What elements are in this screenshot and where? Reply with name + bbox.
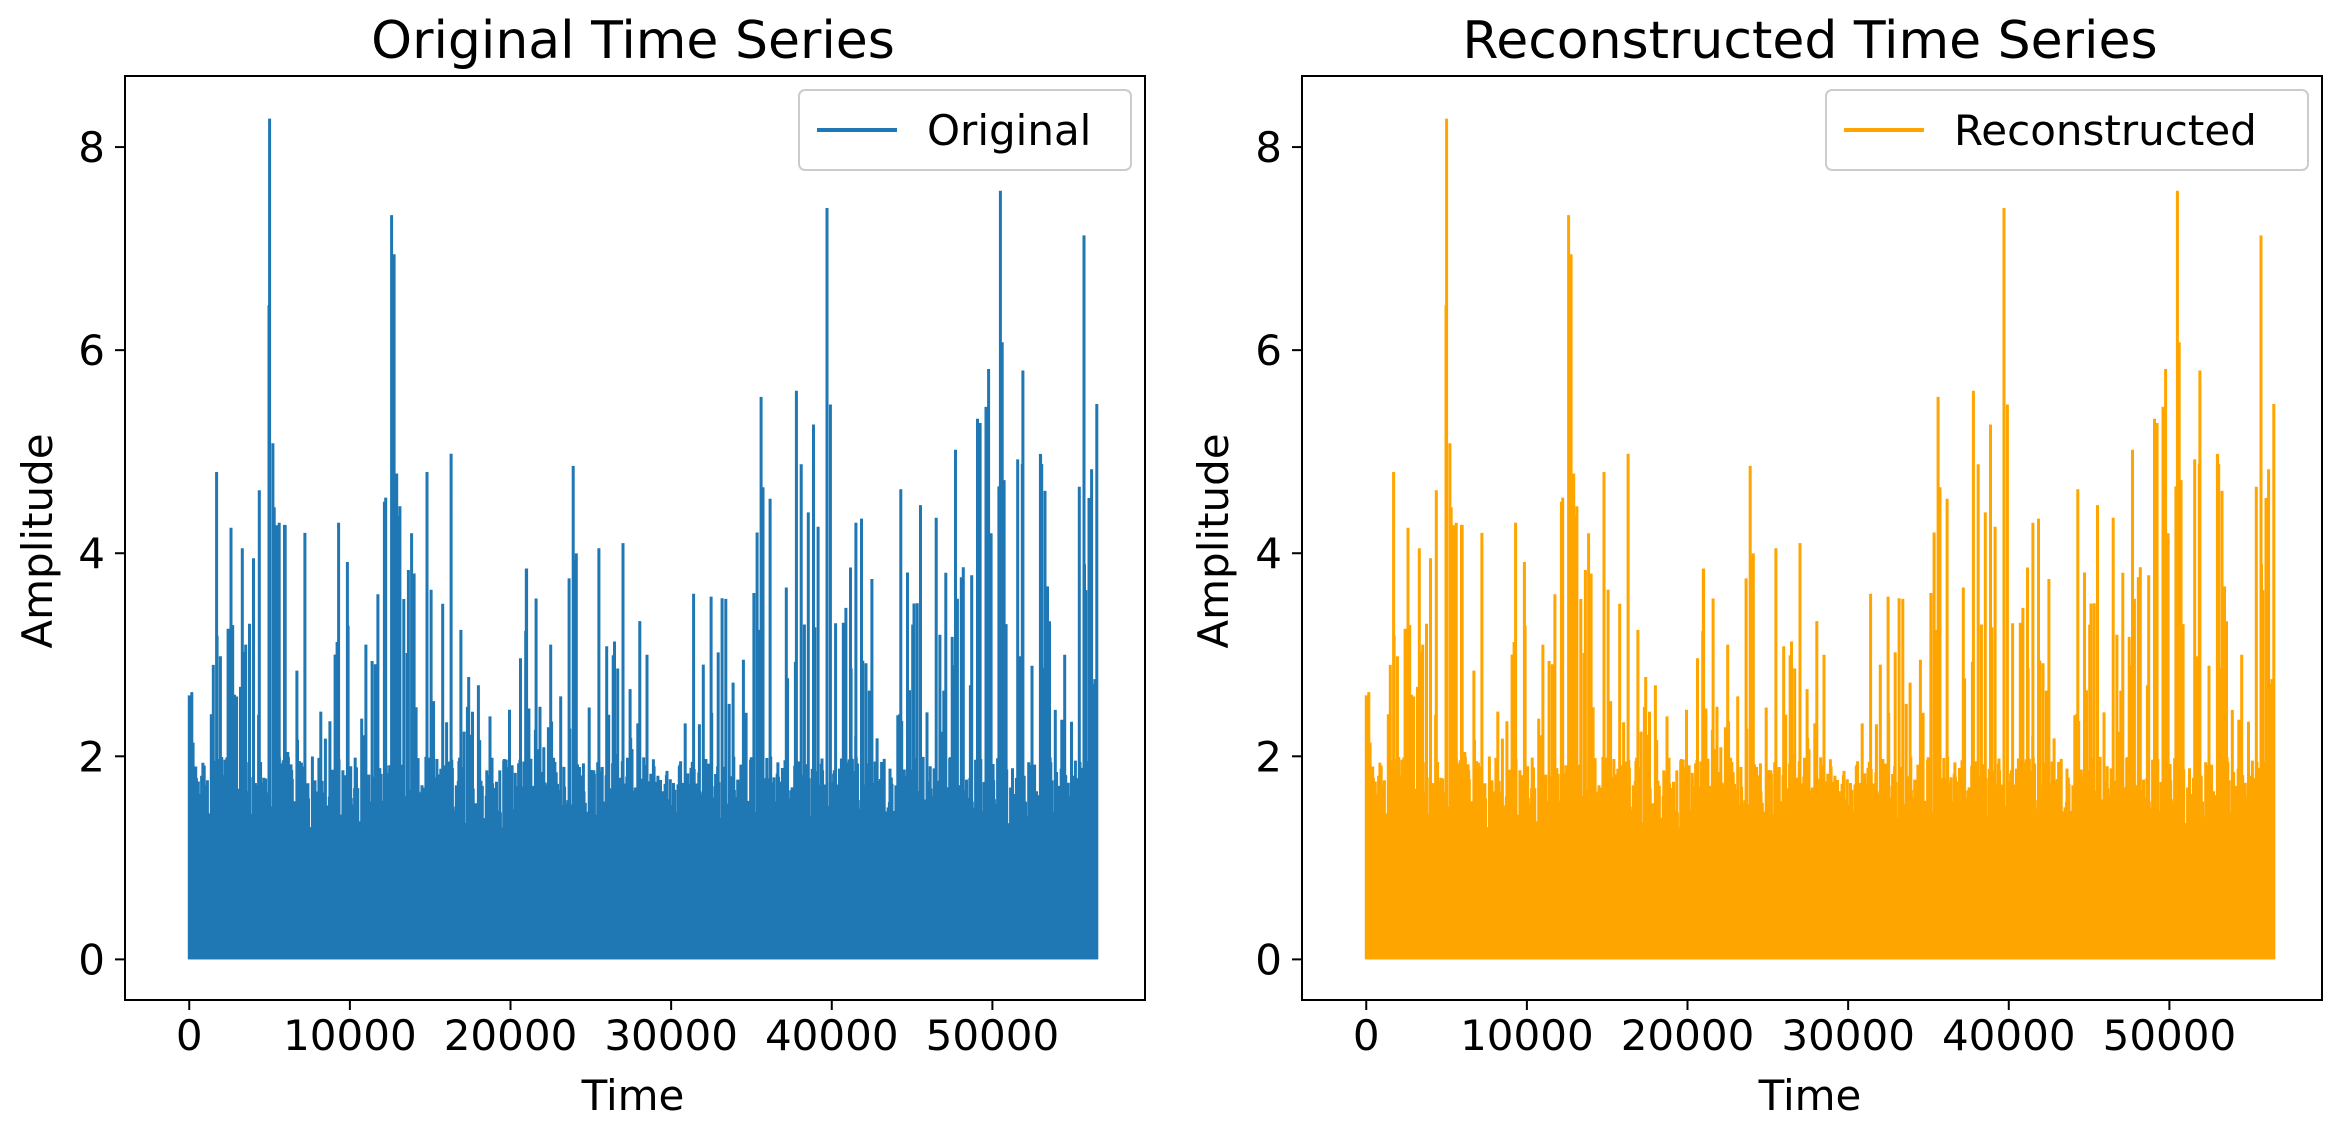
y-tick-label: 4 bbox=[1255, 529, 1282, 578]
series-line-original bbox=[187, 118, 1099, 960]
y-axis-label-reconstructed: Amplitude bbox=[1189, 433, 1238, 648]
y-tick-label: 0 bbox=[78, 935, 105, 984]
y-tick-label: 8 bbox=[78, 123, 105, 172]
x-tick-label: 20000 bbox=[1621, 1011, 1755, 1060]
y-tick-label: 0 bbox=[1255, 935, 1282, 984]
y-tick-label: 8 bbox=[1255, 123, 1282, 172]
y-tick-label: 6 bbox=[1255, 326, 1282, 375]
x-axis-label-reconstructed: Time bbox=[1758, 1071, 1862, 1120]
x-tick-label: 40000 bbox=[765, 1011, 899, 1060]
x-tick-label: 30000 bbox=[1781, 1011, 1915, 1060]
legend-box bbox=[798, 89, 1132, 171]
legend-original: Original bbox=[798, 89, 1132, 171]
legend-label: Reconstructed bbox=[1954, 106, 2257, 155]
x-tick-label: 10000 bbox=[283, 1011, 417, 1060]
plot-area-original: 0 10000 20000 30000 40000 50000 0 2 4 6 8 Original bbox=[78, 75, 1146, 1060]
legend-label: Original bbox=[927, 106, 1091, 155]
x-tick-label: 30000 bbox=[604, 1011, 738, 1060]
x-tick-label: 40000 bbox=[1942, 1011, 2076, 1060]
axes-frame-original bbox=[124, 75, 1146, 1001]
plot-area-reconstructed: 0 10000 20000 30000 40000 50000 0 2 4 6 8 Reconstru… bbox=[1255, 75, 2323, 1060]
y-tick-label: 2 bbox=[1255, 732, 1282, 781]
y-axis-label-original: Amplitude bbox=[13, 433, 62, 648]
legend-box bbox=[1825, 89, 2309, 171]
x-tick-label: 50000 bbox=[926, 1011, 1060, 1060]
chart-reconstructed: Reconstructed Time Series Time Amplitude… bbox=[1189, 11, 2323, 1120]
series-line-reconstructed bbox=[1364, 118, 2276, 960]
x-axis-label-original: Time bbox=[581, 1071, 685, 1120]
axes-frame-reconstructed bbox=[1301, 75, 2323, 1001]
legend-reconstructed: Reconstructed bbox=[1825, 89, 2309, 171]
y-tick-label: 4 bbox=[78, 529, 105, 578]
y-tick-label: 2 bbox=[78, 732, 105, 781]
y-tick-label: 6 bbox=[78, 326, 105, 375]
x-tick-label: 10000 bbox=[1460, 1011, 1594, 1060]
x-tick-label: 20000 bbox=[444, 1011, 578, 1060]
chart-title-original: Original Time Series bbox=[371, 11, 895, 71]
x-tick-label: 50000 bbox=[2103, 1011, 2237, 1060]
chart-original: Original Time Series Time Amplitude 0 100… bbox=[13, 11, 1146, 1120]
x-tick-label: 0 bbox=[1353, 1011, 1380, 1060]
x-tick-label: 0 bbox=[176, 1011, 203, 1060]
chart-title-reconstructed: Reconstructed Time Series bbox=[1462, 11, 2157, 71]
